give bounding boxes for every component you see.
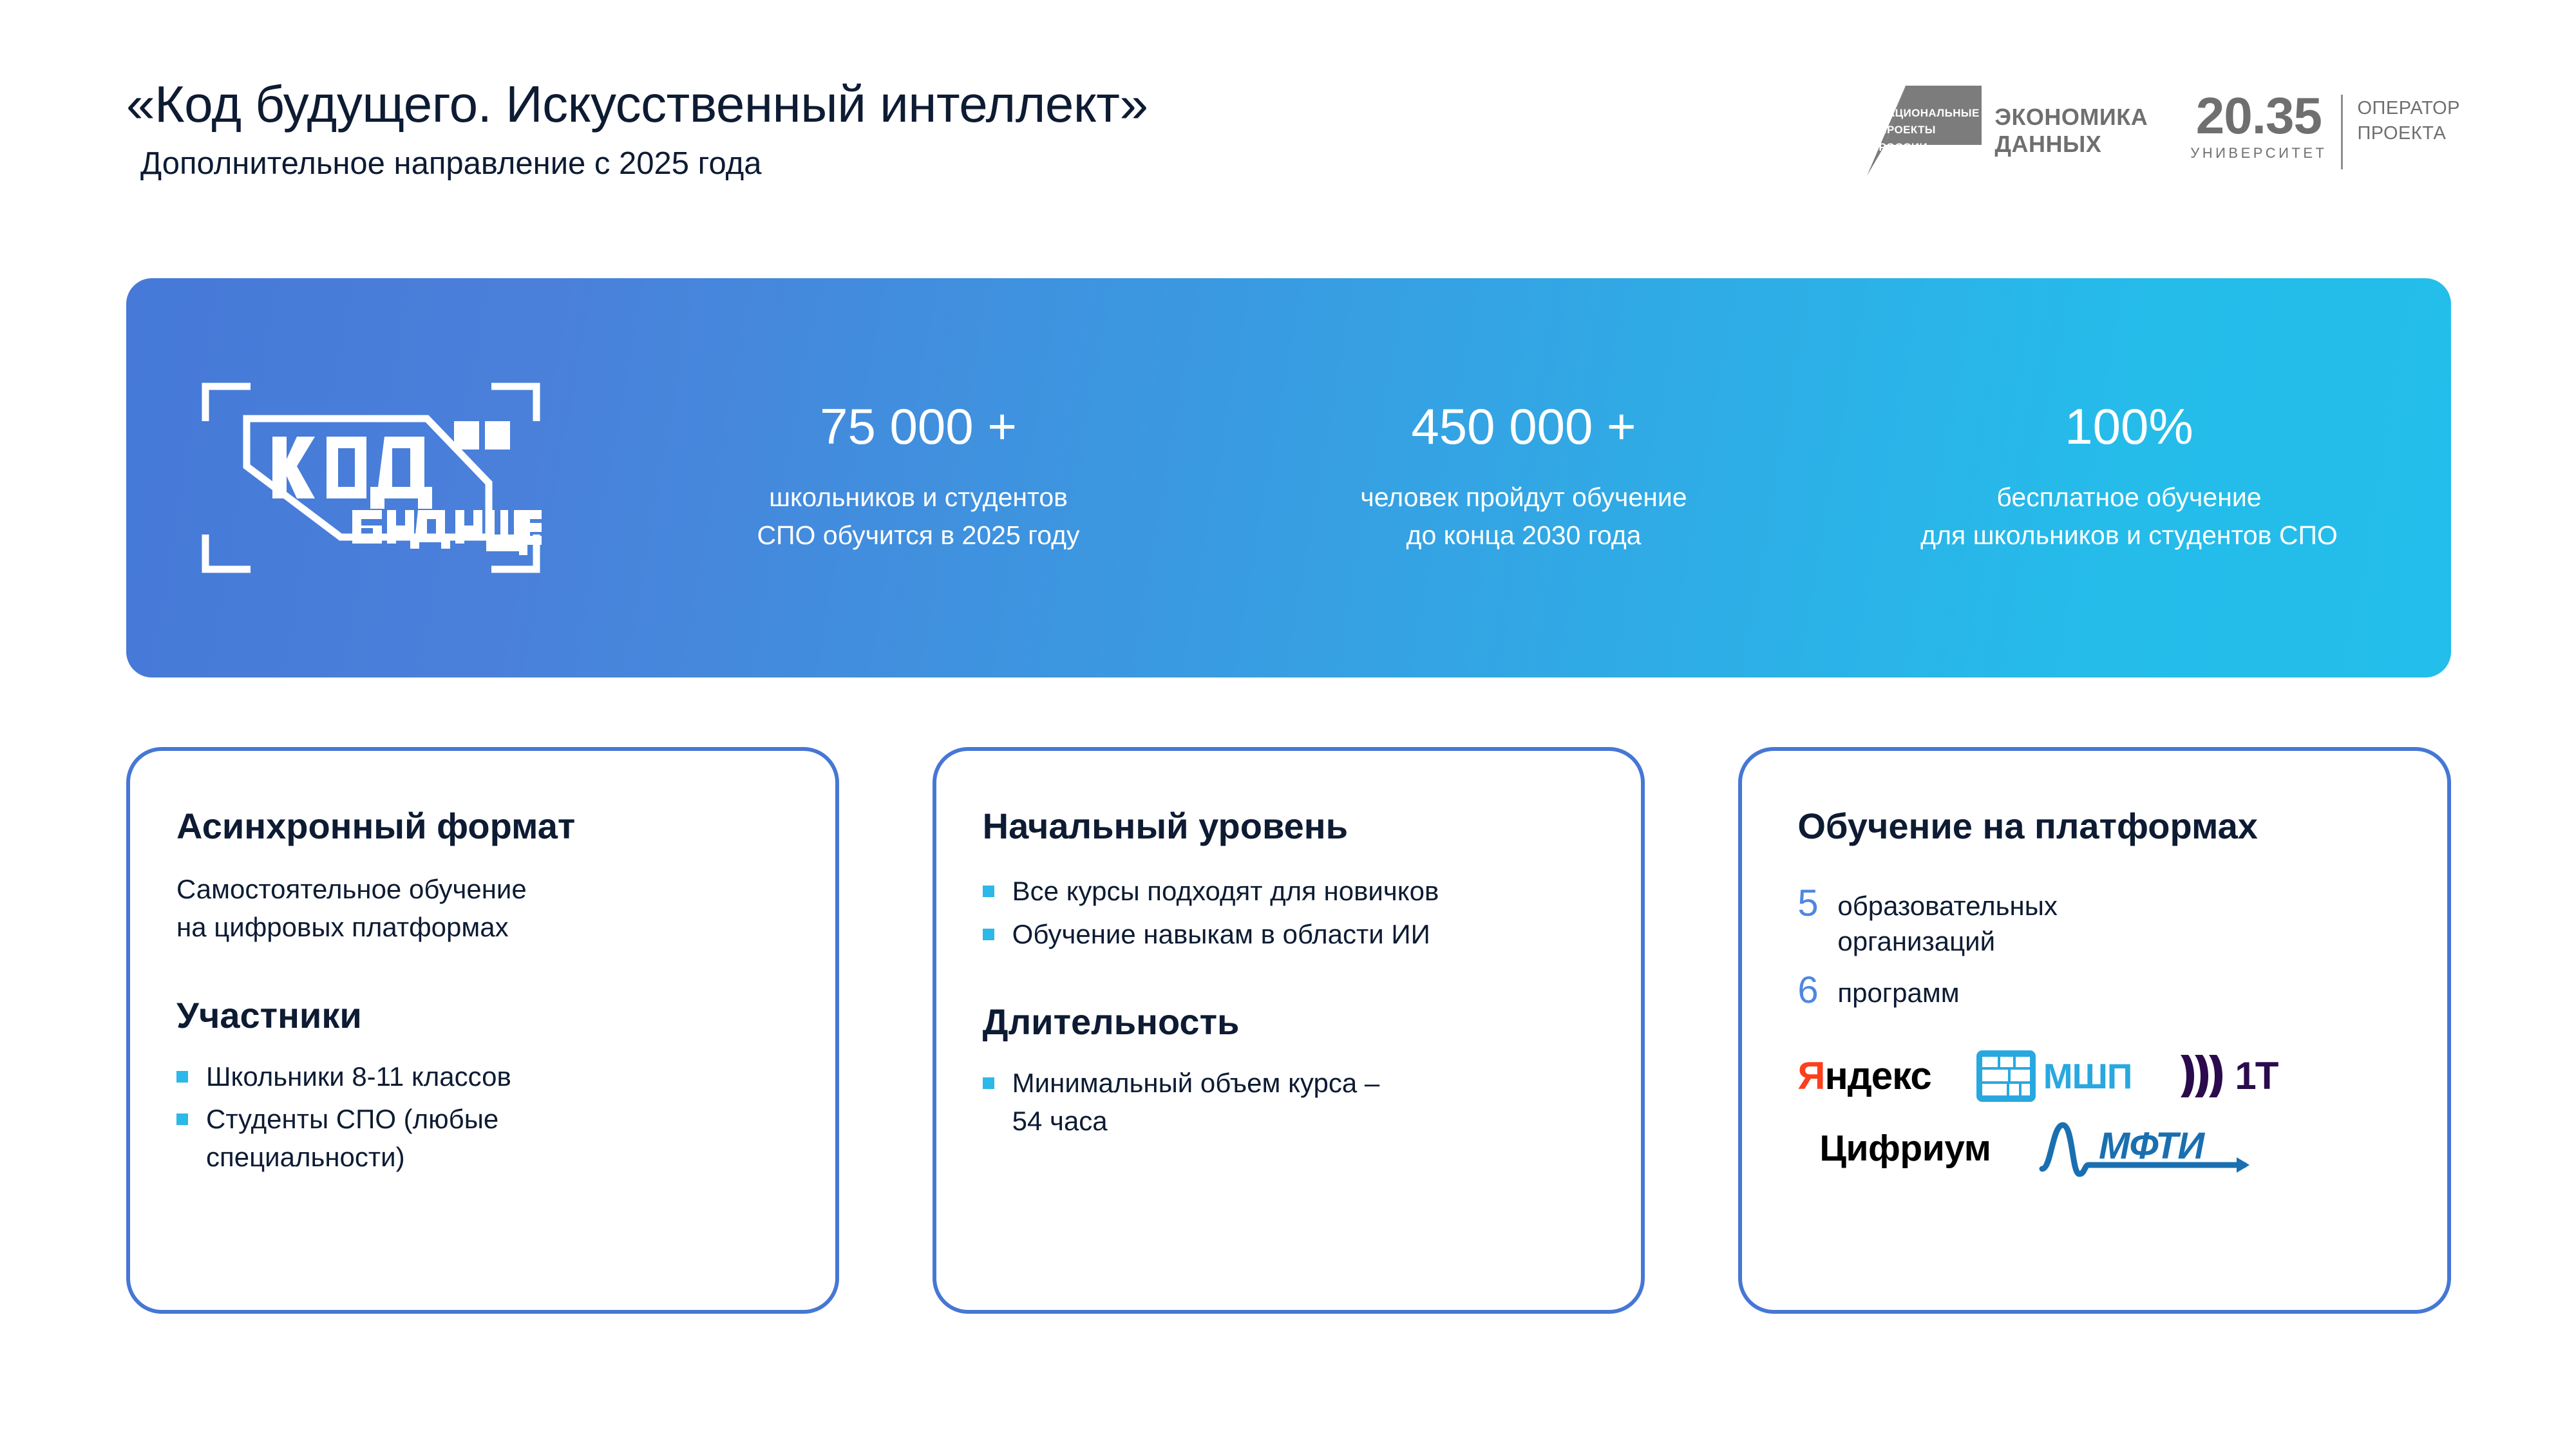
partner-logo-row: Цифриум МФТИ — [1797, 1117, 2401, 1179]
project-operator-label: ОПЕРАТОР ПРОЕКТА — [2357, 92, 2460, 146]
count-label: образовательных организаций — [1837, 890, 2058, 957]
list-item-label: Минимальный объем курса – 54 часа — [1012, 1068, 1380, 1136]
economy-line-1: ЭКОНОМИКА — [1994, 103, 2148, 130]
university-2035-caption: УНИВЕРСИТЕТ — [2190, 144, 2327, 161]
logo-divider — [2341, 95, 2344, 169]
square-bullet-icon — [982, 885, 994, 897]
national-projects-mark-label: НАЦИОНАЛЬНЫЕ ПРОЕКТЫ РОССИИ — [1879, 107, 1980, 153]
spacer — [176, 947, 789, 996]
national-projects-mark-icon: НАЦИОНАЛЬНЫЕ ПРОЕКТЫ РОССИИ — [1867, 86, 1982, 176]
onet-label: 1Т — [2235, 1054, 2278, 1098]
bullet-list: Школьники 8-11 классов Студенты СПО (люб… — [176, 1058, 789, 1177]
card-asynchronous-format: Асинхронный формат Самостоятельное обуче… — [126, 747, 839, 1314]
stat-value: 450 000 + — [1411, 397, 1636, 455]
count-row: 6 программ — [1797, 971, 2401, 1010]
card-heading: Обучение на платформах — [1797, 806, 2258, 846]
mshp-label: МШП — [2043, 1056, 2133, 1096]
yandex-ya-letter: Я — [1797, 1054, 1825, 1098]
list-item-label: Все курсы подходят для новичков — [1012, 875, 1439, 906]
partner-logo-row: Яндекс — [1797, 1050, 2401, 1103]
kod-budushchego-logo-wrap — [126, 381, 616, 574]
count-number: 6 — [1797, 969, 1819, 1011]
spacer — [983, 958, 1595, 1002]
economy-line-2: ДАННЫХ — [1994, 131, 2102, 157]
bullet-list: Минимальный объем курса – 54 часа — [982, 1065, 1595, 1141]
square-bullet-icon — [982, 928, 994, 940]
card-heading: Начальный уровень — [982, 806, 1349, 846]
title-block: «Код будущего. Искусственный интеллект» … — [126, 77, 1148, 182]
cifrium-logo: Цифриум — [1819, 1127, 1991, 1169]
count-label: программ — [1837, 977, 1960, 1008]
slide-header: «Код будущего. Искусственный интеллект» … — [0, 0, 2576, 245]
list-item-label: Студенты СПО (любые специальности) — [206, 1104, 499, 1173]
list-item-label: Школьники 8-11 классов — [206, 1061, 511, 1092]
mshp-mark-icon — [1976, 1050, 2036, 1103]
stat-value: 75 000 + — [820, 397, 1017, 455]
count-number: 5 — [1797, 882, 1819, 924]
stat-description: бесплатное обучение для школьников и сту… — [1920, 482, 2338, 550]
yandex-logo: Яндекс — [1797, 1057, 1931, 1095]
national-projects-logo: НАЦИОНАЛЬНЫЕ ПРОЕКТЫ РОССИИ ЭКОНОМИКА ДА… — [1867, 86, 2148, 176]
cards-row: Асинхронный формат Самостоятельное обуче… — [126, 747, 2452, 1314]
header-logos: НАЦИОНАЛЬНЫЕ ПРОЕКТЫ РОССИИ ЭКОНОМИКА ДА… — [1867, 82, 2460, 179]
card-heading: Асинхронный формат — [176, 806, 576, 846]
stat-description: школьников и студентов СПО обучится в 20… — [757, 482, 1080, 550]
yandex-rest-letters: ндекс — [1824, 1054, 1931, 1098]
stats-banner: 75 000 + школьников и студентов СПО обуч… — [126, 278, 2451, 677]
list-item: Минимальный объем курса – 54 часа — [982, 1065, 1595, 1141]
university-2035-main: 20.35 УНИВЕРСИТЕТ — [2190, 87, 2327, 162]
stats-list: 75 000 + школьников и студентов СПО обуч… — [616, 401, 2451, 555]
square-bullet-icon — [176, 1070, 188, 1083]
project-operator-line-2: ПРОЕКТА — [2357, 123, 2447, 144]
counts-list: 5 образовательных организаций 6 программ — [1797, 884, 2401, 1010]
kod-budushchego-logo-icon — [200, 381, 542, 574]
mshp-logo: МШП — [1976, 1050, 2133, 1103]
stat-item: 450 000 + человек пройдут обучение до ко… — [1221, 401, 1826, 555]
university-2035-number: 20.35 — [2195, 87, 2322, 144]
page-title: «Код будущего. Искусственный интеллект» — [126, 75, 1148, 133]
onet-mark-icon — [2177, 1051, 2228, 1101]
stat-description: человек пройдут обучение до конца 2030 г… — [1360, 482, 1687, 550]
card-heading: Участники — [176, 994, 362, 1036]
page-subtitle: Дополнительное направление с 2025 года — [140, 146, 762, 181]
card-learning-platforms: Обучение на платформах 5 образовательных… — [1738, 747, 2452, 1314]
list-item: Обучение навыкам в области ИИ — [982, 916, 1595, 954]
bullet-list: Все курсы подходят для новичков Обучение… — [982, 873, 1595, 954]
square-bullet-icon — [982, 1077, 994, 1090]
stat-item: 75 000 + школьников и студентов СПО обуч… — [616, 401, 1221, 555]
university-2035-logo: 20.35 УНИВЕРСИТЕТ ОПЕРАТОР ПРОЕКТА — [2190, 87, 2460, 169]
list-item-label: Обучение навыкам в области ИИ — [1012, 918, 1430, 949]
svg-text:МФТИ: МФТИ — [2099, 1125, 2205, 1167]
stat-item: 100% бесплатное обучение для школьников … — [1826, 401, 2432, 555]
project-operator-line-1: ОПЕРАТОР — [2357, 98, 2460, 118]
mfti-logo: МФТИ — [2037, 1117, 2250, 1179]
list-item: Студенты СПО (любые специальности) — [176, 1101, 789, 1177]
list-item: Все курсы подходят для новичков — [982, 873, 1595, 911]
economy-of-data-label: ЭКОНОМИКА ДАННЫХ — [1994, 104, 2148, 158]
stat-value: 100% — [2065, 397, 2193, 455]
count-row: 5 образовательных организаций — [1797, 884, 2401, 960]
card-heading: Длительность — [982, 1001, 1240, 1043]
card-paragraph: Самостоятельное обучение на цифровых пла… — [176, 873, 527, 943]
onet-logo: 1Т — [2177, 1051, 2278, 1101]
list-item: Школьники 8-11 классов — [176, 1058, 789, 1096]
square-bullet-icon — [176, 1113, 188, 1126]
card-beginner-level: Начальный уровень Все курсы подходят для… — [932, 747, 1645, 1314]
partner-logos: Яндекс — [1797, 1050, 2401, 1179]
